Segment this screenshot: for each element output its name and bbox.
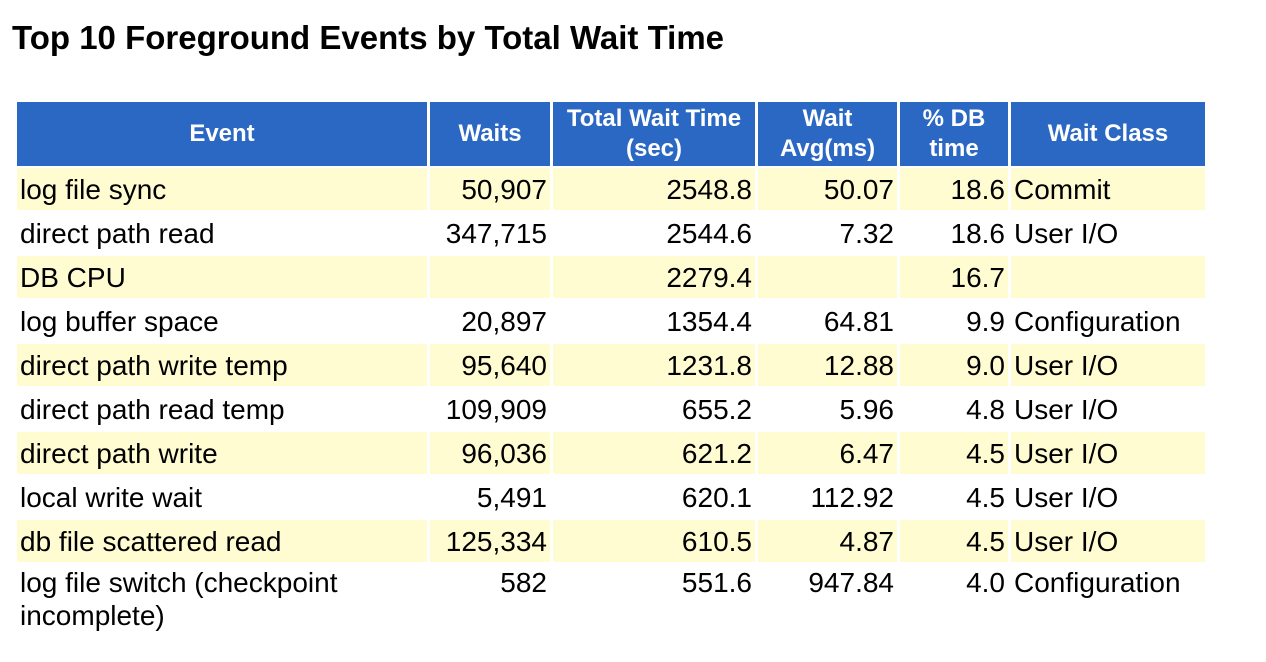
cell-wait-avg: 7.32	[758, 212, 897, 254]
cell-wait-class: User I/O	[1011, 388, 1205, 430]
cell-total-wait-time: 1354.4	[553, 300, 755, 342]
cell-total-wait-time: 621.2	[553, 432, 755, 474]
table-row: direct path write 96,036 621.2 6.47 4.5 …	[17, 432, 1205, 474]
table-row: db file scattered read 125,334 610.5 4.8…	[17, 520, 1205, 562]
cell-wait-class: User I/O	[1011, 520, 1205, 562]
cell-pct-db-time: 9.9	[900, 300, 1008, 342]
cell-total-wait-time: 2544.6	[553, 212, 755, 254]
cell-pct-db-time: 4.5	[900, 476, 1008, 518]
column-header-event: Event	[17, 102, 427, 166]
cell-event: direct path read temp	[17, 388, 427, 430]
cell-pct-db-time: 4.0	[900, 564, 1008, 632]
column-header-pct-db-time: % DB time	[900, 102, 1008, 166]
table-row: direct path read temp 109,909 655.2 5.96…	[17, 388, 1205, 430]
page-title: Top 10 Foreground Events by Total Wait T…	[12, 19, 725, 56]
cell-waits: 20,897	[430, 300, 550, 342]
cell-wait-avg	[758, 256, 897, 298]
cell-wait-class: Configuration	[1011, 300, 1205, 342]
cell-wait-avg: 5.96	[758, 388, 897, 430]
cell-wait-class: User I/O	[1011, 344, 1205, 386]
cell-waits: 347,715	[430, 212, 550, 254]
cell-waits: 50,907	[430, 168, 550, 210]
cell-pct-db-time: 9.0	[900, 344, 1008, 386]
cell-wait-avg: 112.92	[758, 476, 897, 518]
cell-pct-db-time: 16.7	[900, 256, 1008, 298]
cell-total-wait-time: 655.2	[553, 388, 755, 430]
cell-total-wait-time: 551.6	[553, 564, 755, 632]
cell-event: direct path write	[17, 432, 427, 474]
table-row: log buffer space 20,897 1354.4 64.81 9.9…	[17, 300, 1205, 342]
cell-waits: 109,909	[430, 388, 550, 430]
cell-event: direct path read	[17, 212, 427, 254]
cell-pct-db-time: 18.6	[900, 212, 1008, 254]
cell-wait-avg: 947.84	[758, 564, 897, 632]
cell-event: local write wait	[17, 476, 427, 518]
table-header-row: Event Waits Total Wait Time (sec) Wait A…	[17, 102, 1205, 166]
column-header-wait-avg: Wait Avg(ms)	[758, 102, 897, 166]
cell-event: log file switch (checkpoint incomplete)	[17, 564, 427, 632]
cell-wait-class: User I/O	[1011, 432, 1205, 474]
table-row: log file switch (checkpoint incomplete) …	[17, 564, 1205, 632]
cell-total-wait-time: 610.5	[553, 520, 755, 562]
cell-wait-class: Commit	[1011, 168, 1205, 210]
column-header-wait-class: Wait Class	[1011, 102, 1205, 166]
cell-waits: 95,640	[430, 344, 550, 386]
cell-event: log file sync	[17, 168, 427, 210]
cell-wait-avg: 50.07	[758, 168, 897, 210]
cell-pct-db-time: 4.5	[900, 432, 1008, 474]
wait-events-table: Event Waits Total Wait Time (sec) Wait A…	[14, 100, 1208, 634]
cell-pct-db-time: 4.8	[900, 388, 1008, 430]
cell-event: db file scattered read	[17, 520, 427, 562]
table-row: DB CPU 2279.4 16.7	[17, 256, 1205, 298]
cell-wait-avg: 6.47	[758, 432, 897, 474]
table-row: direct path write temp 95,640 1231.8 12.…	[17, 344, 1205, 386]
column-header-waits: Waits	[430, 102, 550, 166]
cell-event: log buffer space	[17, 300, 427, 342]
table-row: log file sync 50,907 2548.8 50.07 18.6 C…	[17, 168, 1205, 210]
cell-pct-db-time: 18.6	[900, 168, 1008, 210]
cell-wait-class: Configuration	[1011, 564, 1205, 632]
cell-waits: 582	[430, 564, 550, 632]
cell-waits	[430, 256, 550, 298]
cell-wait-class	[1011, 256, 1205, 298]
cell-wait-class: User I/O	[1011, 212, 1205, 254]
table-row: local write wait 5,491 620.1 112.92 4.5 …	[17, 476, 1205, 518]
cell-total-wait-time: 2279.4	[553, 256, 755, 298]
cell-wait-avg: 4.87	[758, 520, 897, 562]
cell-wait-avg: 64.81	[758, 300, 897, 342]
column-header-total-wait-time: Total Wait Time (sec)	[553, 102, 755, 166]
table-row: direct path read 347,715 2544.6 7.32 18.…	[17, 212, 1205, 254]
cell-wait-class: User I/O	[1011, 476, 1205, 518]
cell-waits: 5,491	[430, 476, 550, 518]
cell-event: DB CPU	[17, 256, 427, 298]
cell-waits: 125,334	[430, 520, 550, 562]
cell-pct-db-time: 4.5	[900, 520, 1008, 562]
cell-wait-avg: 12.88	[758, 344, 897, 386]
cell-waits: 96,036	[430, 432, 550, 474]
cell-total-wait-time: 620.1	[553, 476, 755, 518]
cell-total-wait-time: 2548.8	[553, 168, 755, 210]
cell-total-wait-time: 1231.8	[553, 344, 755, 386]
cell-event: direct path write temp	[17, 344, 427, 386]
